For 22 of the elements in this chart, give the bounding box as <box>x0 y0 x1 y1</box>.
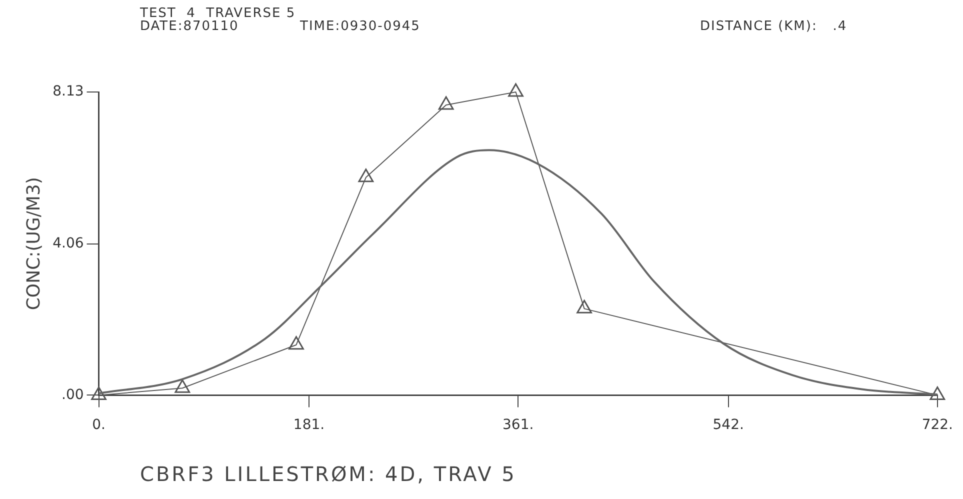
y-tick-label: .00 <box>62 386 84 403</box>
point <box>358 168 374 182</box>
x-tick-label: 0. <box>92 417 106 434</box>
point <box>91 386 106 400</box>
y-tick-label: 4.06 <box>52 235 84 252</box>
point <box>288 336 304 350</box>
point <box>438 96 454 110</box>
x-axis-title: CBRF3 LILLESTRØM: 4D, TRAV 5 <box>140 462 516 486</box>
text: DISTANCE (KM): .4 <box>700 19 848 34</box>
text: TIME:0930-0945 <box>300 19 420 34</box>
x-tick-label: 181. <box>293 417 325 434</box>
point <box>174 379 190 393</box>
x-tick-label: 722. <box>922 417 953 434</box>
y-tick-label: 8.13 <box>52 84 84 100</box>
x-tick-label: 542. <box>712 417 744 434</box>
point <box>576 300 592 314</box>
point <box>508 83 524 97</box>
chart-subtitle: DATE:870110 <box>140 19 239 34</box>
y-axis-title: CONC:(UG/M3) <box>23 177 44 310</box>
point <box>930 386 946 400</box>
x-tick-label: 361. <box>502 417 534 434</box>
chart-title: TEST 4 TRAVERSE 5 <box>140 6 296 21</box>
